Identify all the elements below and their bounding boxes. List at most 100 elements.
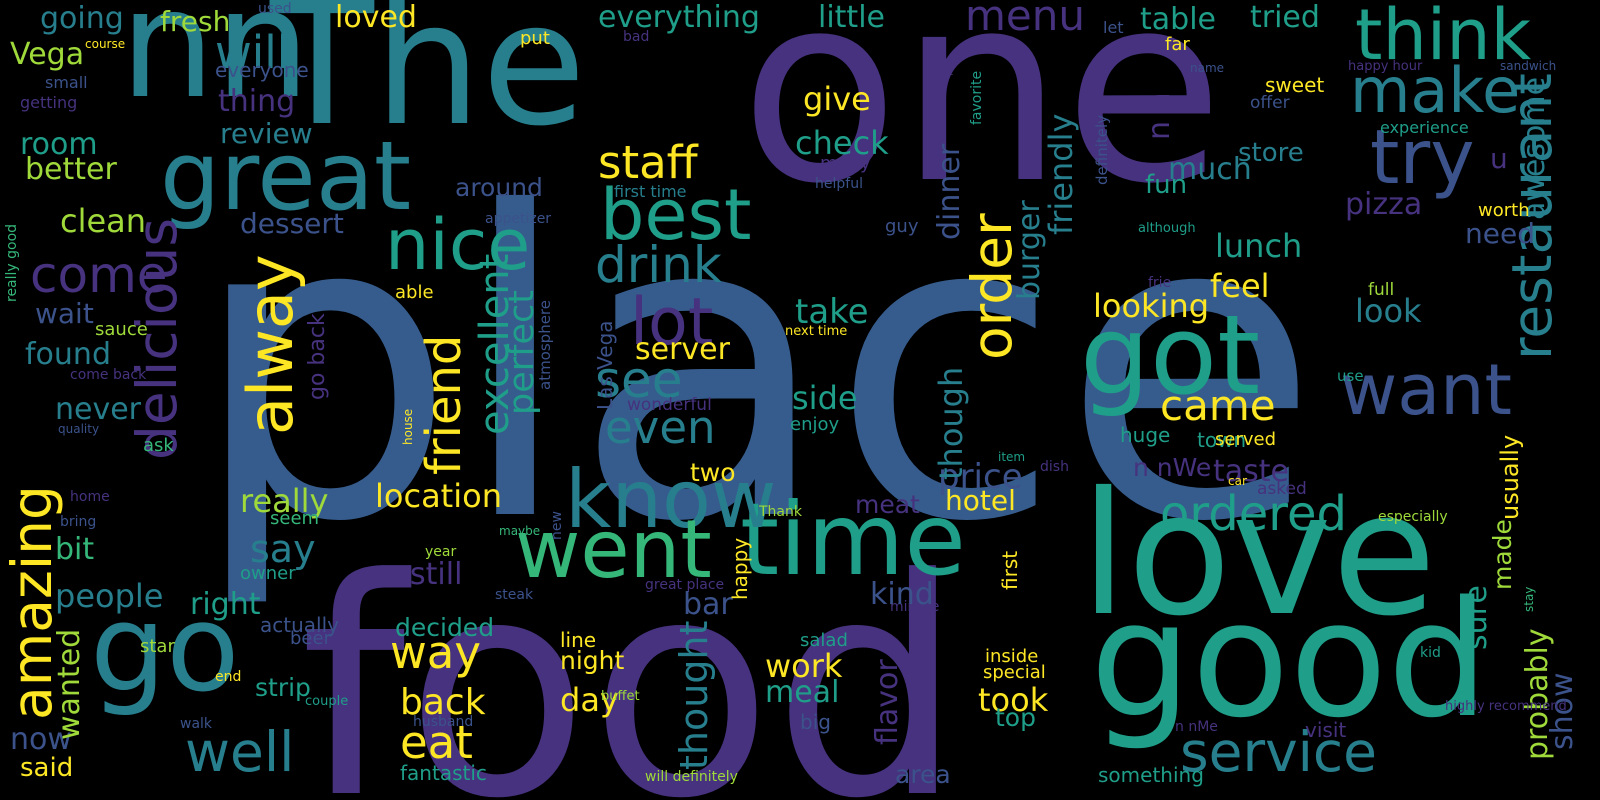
word-eat: eat xyxy=(400,716,473,769)
word-vega: Vega xyxy=(10,37,85,72)
word-favorite: favorite xyxy=(969,70,985,125)
word-couple: couple xyxy=(305,694,349,709)
word-got: got xyxy=(1080,291,1261,419)
word-salad: salad xyxy=(800,630,848,651)
word-pizza: pizza xyxy=(1345,187,1423,222)
word-better: better xyxy=(25,152,117,187)
word-though: though xyxy=(932,366,970,480)
word-give: give xyxy=(803,80,871,118)
word-come-back: come back xyxy=(70,367,147,383)
word-bar: bar xyxy=(683,587,733,622)
word-helpful: helpful xyxy=(815,176,863,192)
word-make: make xyxy=(1350,54,1521,127)
word-getting: getting xyxy=(20,93,78,112)
word-want: want xyxy=(1340,349,1512,431)
word-highly-recommend: highly recommend xyxy=(1445,699,1567,714)
word-took: took xyxy=(978,681,1049,719)
word-u: u xyxy=(1490,142,1508,175)
word-two: two xyxy=(690,458,736,487)
word-awesome: awesome xyxy=(1517,76,1552,220)
word-tried: tried xyxy=(1250,0,1320,35)
word-frie: frie xyxy=(1148,275,1172,291)
word-feel: feel xyxy=(1210,267,1270,305)
word-nn: nn xyxy=(120,0,311,132)
word-bit: bit xyxy=(55,532,95,567)
word-wonderful: wonderful xyxy=(627,395,712,415)
word-first: first xyxy=(998,550,1022,590)
word-staff: staff xyxy=(598,136,698,189)
word-go-back: go back xyxy=(305,313,330,400)
word-one: one xyxy=(740,0,1224,241)
word-looking: looking xyxy=(1093,287,1210,325)
word-town: town xyxy=(1197,428,1247,452)
word-course: course xyxy=(85,37,126,51)
word-wait: wait xyxy=(35,297,94,330)
word-inside: inside xyxy=(985,646,1039,667)
word-husband: husband xyxy=(413,714,474,730)
word-really-good: really good xyxy=(4,223,20,302)
word-see: see xyxy=(595,351,683,409)
word-many: many xyxy=(820,153,871,174)
word-sweet: sweet xyxy=(1265,73,1325,97)
word-will: will xyxy=(215,26,290,79)
word-enjoy: enjoy xyxy=(790,414,840,435)
word-spot: spot xyxy=(927,64,953,78)
word-service: service xyxy=(1180,720,1378,784)
word-menu: menu xyxy=(965,0,1085,40)
word-food: food xyxy=(300,515,964,800)
word-know: know xyxy=(565,453,777,546)
word-well: well xyxy=(185,720,295,784)
word-ask: ask xyxy=(143,435,174,456)
word-visit: visit xyxy=(1305,718,1347,742)
word-loved: loved xyxy=(335,0,417,35)
word-kid: kid xyxy=(1420,645,1441,661)
word-need: need xyxy=(1465,217,1535,250)
word-lot: lot xyxy=(630,285,714,360)
word-new: new xyxy=(549,511,565,540)
word-appetizer: appetizer xyxy=(485,211,552,227)
word-buffet: buffet xyxy=(601,689,640,704)
word-day: day xyxy=(560,681,619,719)
word-never: never xyxy=(55,392,142,427)
word-nice: nice xyxy=(385,204,531,286)
word-dish: dish xyxy=(1040,459,1069,475)
word-especially: especially xyxy=(1378,509,1448,525)
word-served: served xyxy=(1215,429,1277,450)
word-happy-hour: happy hour xyxy=(1348,59,1423,74)
word-huge: huge xyxy=(1120,423,1171,447)
word-ordered: ordered xyxy=(1160,486,1347,542)
word-used: used xyxy=(258,1,292,17)
word-fantastic: fantastic xyxy=(400,761,487,785)
word-side: side xyxy=(792,379,858,417)
word-friendly: friendly xyxy=(1042,113,1080,235)
word-meal: meal xyxy=(765,675,840,710)
word-next-time: next time xyxy=(785,324,848,339)
word-happy: happy xyxy=(728,537,752,600)
word-drink: drink xyxy=(595,236,722,294)
word-really: really xyxy=(240,482,329,520)
word-thank: Thank xyxy=(759,504,802,520)
word-big: big xyxy=(800,710,831,734)
word-go: go xyxy=(90,580,240,719)
word-kind: kind xyxy=(870,577,934,612)
word-take: take xyxy=(795,292,869,332)
word-found: found xyxy=(25,337,111,372)
word-said: said xyxy=(20,753,74,783)
word-review: review xyxy=(220,117,313,150)
word-price: price xyxy=(938,457,1023,497)
word-dessert: dessert xyxy=(240,207,344,240)
word-back: back xyxy=(400,682,486,723)
word-right: right xyxy=(190,587,261,622)
word-wanted: wanted xyxy=(52,628,87,740)
word-burger: burger xyxy=(1012,200,1047,300)
word-let: let xyxy=(1103,18,1124,37)
word-beer: beer xyxy=(290,628,331,649)
word-something: something xyxy=(1098,763,1204,787)
word-las-vega: Las Vega xyxy=(593,320,617,410)
word-use: use xyxy=(1337,367,1364,385)
word-asked: asked xyxy=(1257,479,1307,499)
word-dinner: dinner xyxy=(932,143,967,240)
word-good: good xyxy=(1090,566,1489,753)
word-put: put xyxy=(520,28,550,49)
word-sandwich: sandwich xyxy=(1500,59,1557,73)
